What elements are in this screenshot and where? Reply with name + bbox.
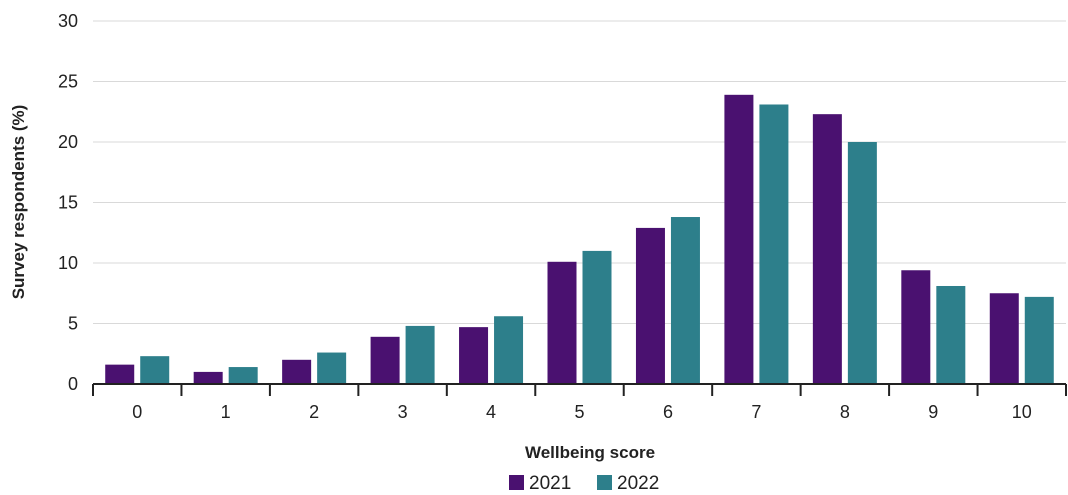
x-tick-label: 7	[751, 402, 761, 422]
y-tick-label: 20	[58, 132, 78, 152]
legend-swatch-2021	[509, 475, 524, 490]
y-axis-title: Survey respondents (%)	[9, 105, 28, 300]
bar-2021-7	[724, 94, 754, 384]
bar-2021-4	[459, 327, 489, 384]
bar-2021-2	[282, 359, 312, 384]
x-tick-label: 9	[928, 402, 938, 422]
x-tick-label: 1	[221, 402, 231, 422]
y-tick-label: 5	[68, 314, 78, 334]
bar-2022-8	[847, 142, 877, 384]
x-tick-label: 5	[574, 402, 584, 422]
bar-2022-7	[759, 104, 789, 385]
bar-2022-2	[317, 352, 347, 384]
x-tick-label: 2	[309, 402, 319, 422]
legend-label-2022: 2022	[617, 473, 659, 494]
bar-2021-9	[901, 270, 931, 384]
legend: 2021 2022	[509, 473, 659, 494]
bar-2022-4	[494, 316, 524, 384]
bar-2021-1	[193, 371, 223, 384]
y-tick-label: 25	[58, 72, 78, 92]
y-tick-label: 30	[58, 11, 78, 31]
bar-2021-8	[812, 114, 842, 385]
bar-2022-1	[228, 367, 258, 384]
bar-2021-6	[635, 227, 665, 384]
x-tick-label: 10	[1012, 402, 1032, 422]
y-tick-label: 15	[58, 193, 78, 213]
x-tick-label: 3	[398, 402, 408, 422]
bar-2022-5	[582, 250, 612, 384]
x-tick-label: 8	[840, 402, 850, 422]
bar-2021-10	[989, 293, 1019, 384]
x-tick-label: 4	[486, 402, 496, 422]
x-axis-title: Wellbeing score	[525, 443, 655, 462]
bar-2021-0	[105, 364, 135, 384]
bar-2022-9	[936, 285, 966, 384]
bar-2022-0	[140, 356, 170, 384]
y-axis-tick-labels: 0 5 10 15 20 25 30	[58, 11, 78, 394]
y-tick-label: 10	[58, 253, 78, 273]
bar-2021-5	[547, 261, 577, 384]
x-tick-label: 0	[132, 402, 142, 422]
bar-2022-3	[405, 325, 435, 384]
legend-swatch-2022	[597, 475, 612, 490]
y-tick-label: 0	[68, 374, 78, 394]
bar-2021-3	[370, 336, 400, 384]
bar-2022-6	[670, 217, 700, 384]
x-tick-label: 6	[663, 402, 673, 422]
x-axis: 0 1 2 3 4 5 6 7 8 9 10	[92, 383, 1067, 422]
bar-2022-10	[1024, 296, 1054, 384]
legend-label-2021: 2021	[529, 473, 571, 494]
bars	[105, 94, 1054, 385]
